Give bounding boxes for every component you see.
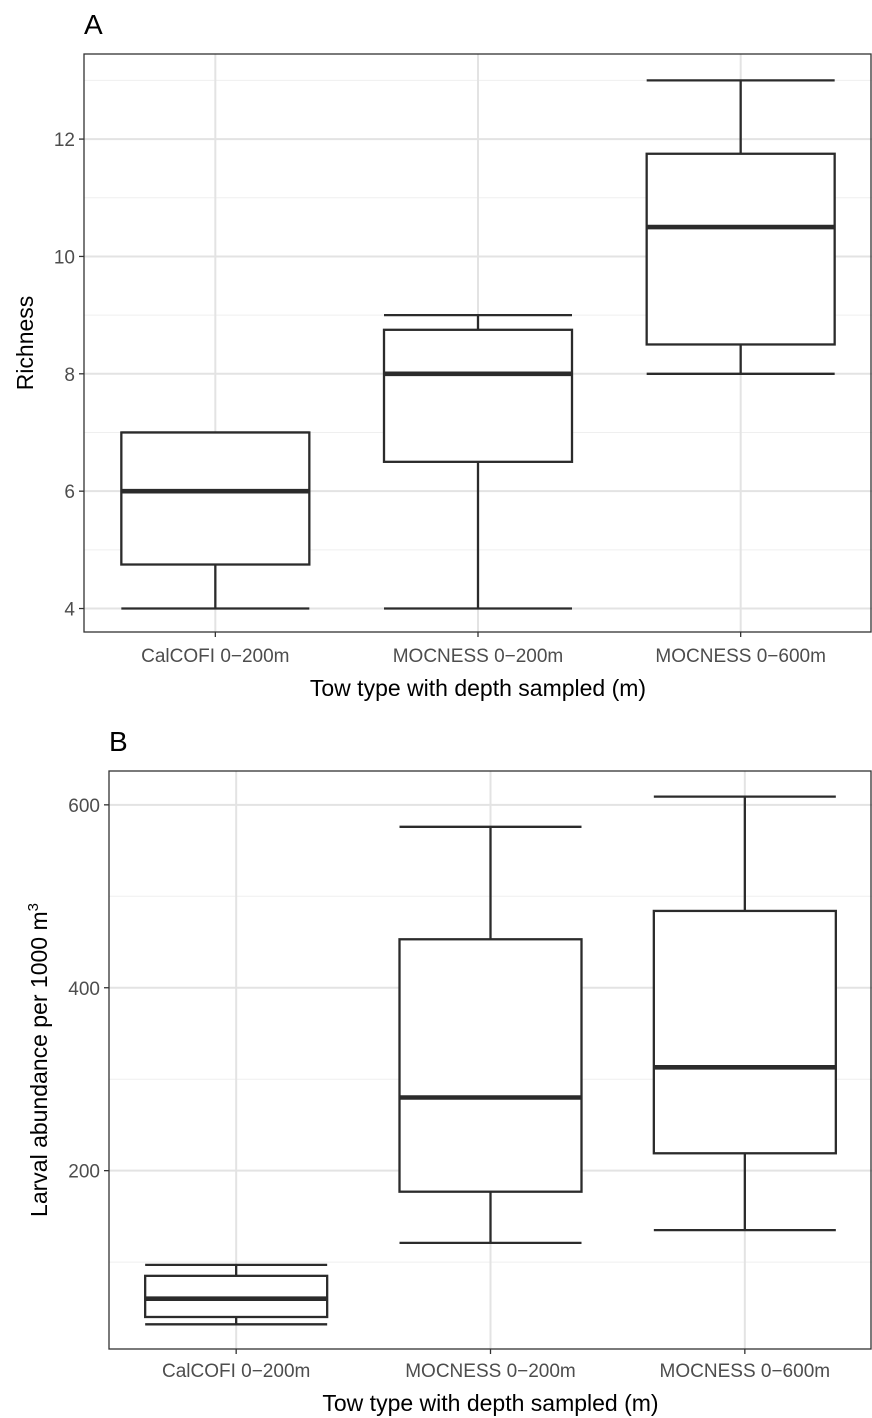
y-tick-label: 10: [54, 247, 75, 268]
x-tick-label: MOCNESS 0−600m: [660, 1361, 831, 1382]
y-tick-label: 200: [68, 1162, 100, 1183]
x-tick-label: MOCNESS 0−200m: [405, 1361, 576, 1382]
chart-panel-b: B 200 400 600 CalCOFI 0−200m MOCNESS 0−200m MO…: [25, 726, 872, 1416]
y-axis-title-text: Richness: [12, 296, 38, 391]
box-iqr: [645, 152, 836, 346]
y-tick-label: 8: [64, 365, 75, 386]
box-1: [144, 1263, 329, 1326]
y-axis-title: Richness: [12, 296, 38, 391]
box-3: [652, 795, 837, 1232]
panel-label: B: [109, 726, 128, 757]
chart-panel-a: A 4 6 8 10 12 CalCOFI 0−200m MOCNESS 0−200m MOCN…: [12, 9, 872, 701]
x-tick-label: CalCOFI 0−200m: [141, 646, 289, 667]
y-axis-title-text: Larval abundance per 1000 m: [26, 911, 52, 1217]
y-axis-title: Larval abundance per 1000 m3: [25, 903, 52, 1217]
x-tick-label: MOCNESS 0−200m: [393, 646, 564, 667]
box-3: [645, 79, 836, 375]
box-1: [120, 431, 311, 610]
x-tick-label: CalCOFI 0−200m: [162, 1361, 310, 1382]
y-axis-title-superscript: 3: [25, 903, 42, 911]
y-tick-label: 6: [64, 482, 75, 503]
panel-label: A: [84, 9, 103, 40]
box-2: [398, 825, 583, 1245]
y-tick-label: 12: [54, 130, 75, 151]
y-tick-label: 600: [68, 796, 100, 817]
box-iqr: [652, 909, 837, 1155]
box-iqr: [398, 938, 583, 1193]
x-tick-label: MOCNESS 0−600m: [655, 646, 826, 667]
box-iqr: [120, 431, 311, 566]
y-tick-label: 4: [64, 600, 75, 621]
x-axis-title: Tow type with depth sampled (m): [310, 675, 646, 701]
y-tick-label: 400: [68, 979, 100, 1000]
x-axis-title: Tow type with depth sampled (m): [322, 1390, 658, 1416]
box-2: [382, 313, 574, 610]
box-iqr: [382, 328, 574, 463]
